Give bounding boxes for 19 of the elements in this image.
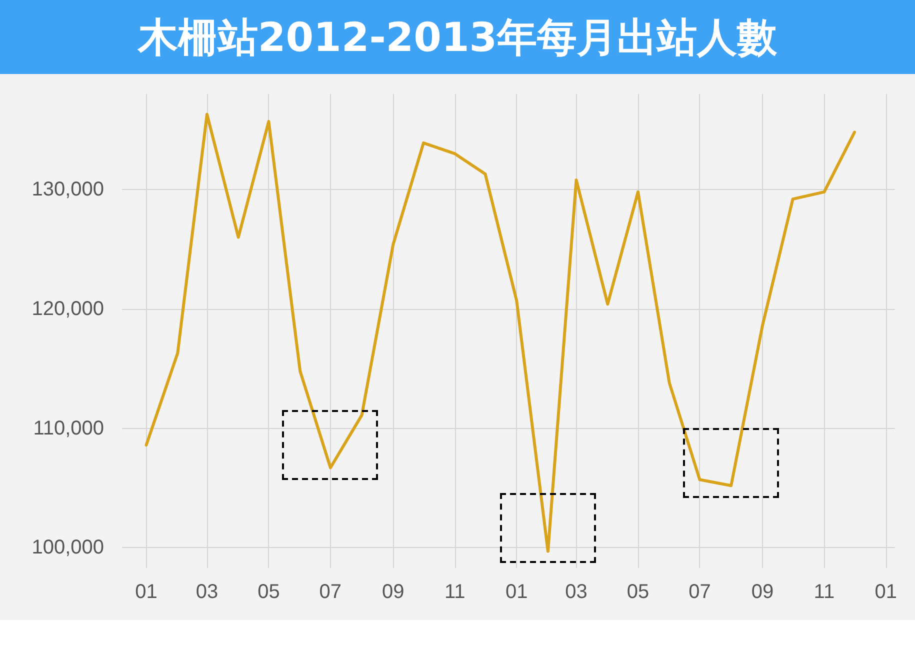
x-tick-label: 09 bbox=[382, 581, 404, 603]
x-tick-label: 01 bbox=[505, 581, 528, 603]
y-tick-label: 120,000 bbox=[32, 298, 104, 320]
x-tick-label: 07 bbox=[688, 581, 711, 603]
x-tick-label: 11 bbox=[444, 581, 466, 603]
x-tick-label: 01 bbox=[874, 581, 898, 603]
x-tick-label: 05 bbox=[626, 581, 650, 603]
y-tick-label: 130,000 bbox=[32, 178, 104, 201]
y-tick-label: 110,000 bbox=[33, 417, 104, 440]
x-tick-label: 03 bbox=[565, 581, 588, 603]
x-tick-label: 11 bbox=[814, 581, 835, 603]
x-tick-label: 09 bbox=[751, 581, 774, 603]
x-tick-label: 01 bbox=[135, 581, 158, 603]
line-series bbox=[144, 112, 856, 553]
x-tick-label: 07 bbox=[319, 581, 342, 603]
x-tick-label: 05 bbox=[258, 581, 280, 603]
y-tick-label: 100,000 bbox=[32, 536, 104, 559]
x-tick-label: 03 bbox=[196, 581, 218, 603]
chart-title: 木柵站2012-2013年每月出站人數 bbox=[0, 0, 915, 74]
